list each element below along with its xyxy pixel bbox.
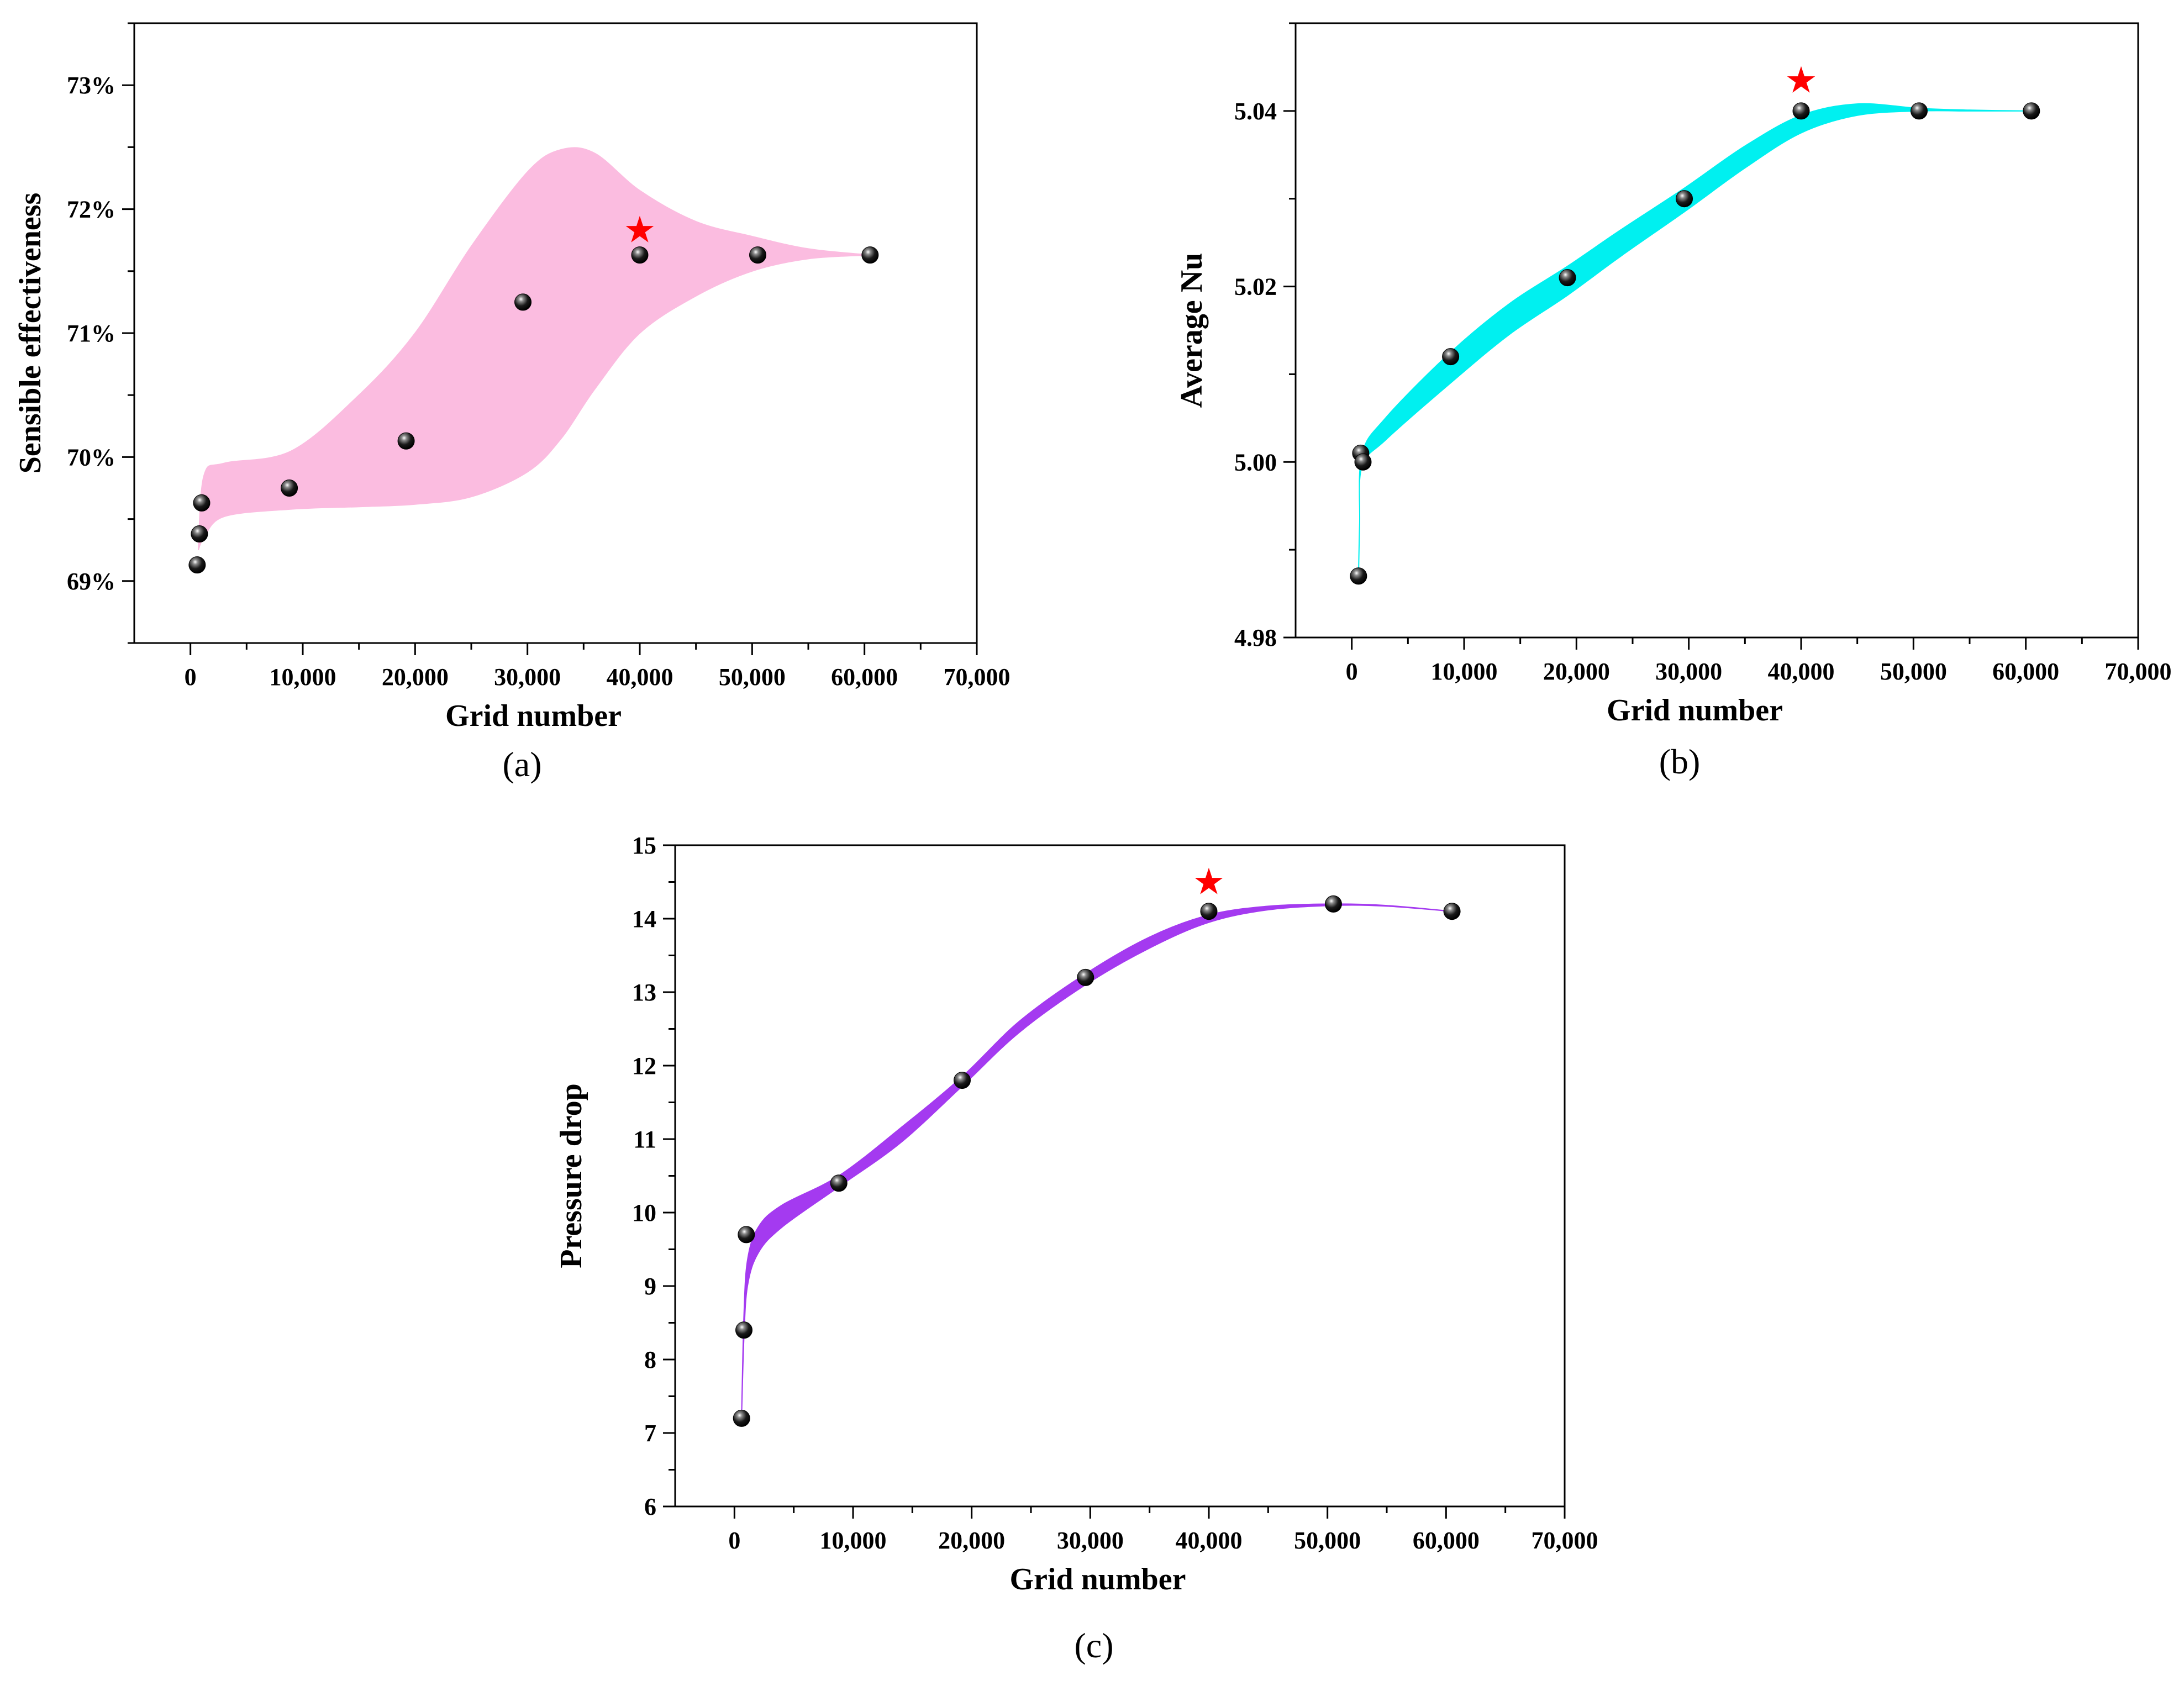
y-tick-label: 6 xyxy=(644,1493,656,1520)
x-tick-label: 70,000 xyxy=(944,663,1011,691)
data-point xyxy=(188,556,206,574)
confidence-band xyxy=(197,147,870,551)
plot-frame xyxy=(1294,22,2139,639)
y-tick-label: 8 xyxy=(644,1346,656,1373)
y-tick-label: 5.04 xyxy=(1234,98,1277,125)
y-tick-label: 12 xyxy=(632,1052,656,1079)
data-point xyxy=(397,432,415,450)
data-point xyxy=(953,1072,971,1089)
x-tick-label: 50,000 xyxy=(1880,658,1947,685)
x-tick-label: 50,000 xyxy=(719,663,786,691)
y-axis-title: Pressure drop xyxy=(554,1083,588,1268)
data-point xyxy=(1354,453,1372,471)
panel-label: (a) xyxy=(502,745,541,784)
x-tick-label: 60,000 xyxy=(1992,658,2059,685)
y-tick-label: 73% xyxy=(67,72,115,99)
data-point xyxy=(2023,102,2040,120)
data-point xyxy=(735,1321,753,1339)
data-point xyxy=(281,480,298,497)
x-tick-label: 60,000 xyxy=(831,663,898,691)
data-point xyxy=(514,293,532,311)
x-tick-label: 30,000 xyxy=(1655,658,1722,685)
optimal-star-marker: ★ xyxy=(623,209,656,251)
y-axis-title: Sensible effectiveness xyxy=(13,193,48,474)
y-tick-label: 72% xyxy=(67,196,115,223)
x-tick-label: 10,000 xyxy=(270,663,336,691)
x-tick-label: 40,000 xyxy=(607,663,673,691)
data-point xyxy=(1442,348,1460,366)
x-tick-label: 0 xyxy=(1346,658,1358,685)
y-tick-label: 15 xyxy=(632,832,656,859)
data-point xyxy=(631,246,649,264)
y-tick-label: 70% xyxy=(67,444,115,471)
data-point xyxy=(738,1226,755,1244)
x-tick-label: 70,000 xyxy=(2105,658,2172,685)
data-point xyxy=(1350,567,1367,585)
x-tick-label: 10,000 xyxy=(820,1527,887,1554)
y-tick-label: 11 xyxy=(633,1126,656,1153)
data-point xyxy=(861,246,879,264)
x-tick-label: 20,000 xyxy=(938,1527,1005,1554)
data-point xyxy=(749,246,766,264)
panel-label: (b) xyxy=(1659,742,1701,781)
data-point xyxy=(193,494,210,512)
chart-panel-c: 0 10,000 20,000 30,000 40,000 50,000 60,000 70,… xyxy=(554,832,1598,1665)
data-point xyxy=(191,525,208,543)
y-tick-label: 4.98 xyxy=(1234,624,1277,651)
y-tick-label: 69% xyxy=(67,568,115,595)
x-tick-label: 10,000 xyxy=(1431,658,1498,685)
data-point xyxy=(1559,269,1576,287)
x-axis-title: Grid number xyxy=(1010,1562,1186,1597)
y-tick-label: 71% xyxy=(67,320,115,347)
x-tick-label: 0 xyxy=(185,663,197,691)
x-tick-label: 30,000 xyxy=(1057,1527,1124,1554)
y-tick-label: 7 xyxy=(644,1420,656,1447)
panel-label: (c) xyxy=(1074,1626,1113,1665)
data-point xyxy=(1077,968,1094,986)
x-tick-label: 40,000 xyxy=(1768,658,1835,685)
data-point xyxy=(1324,895,1342,913)
y-axis-title: Average Nu xyxy=(1175,253,1209,408)
y-tick-label: 9 xyxy=(644,1273,656,1300)
x-tick-label: 70,000 xyxy=(1532,1527,1598,1554)
data-point xyxy=(1443,903,1461,920)
data-point xyxy=(1792,102,1810,120)
x-tick-label: 40,000 xyxy=(1176,1527,1243,1554)
data-point xyxy=(1911,102,1928,120)
x-tick-label: 60,000 xyxy=(1413,1527,1480,1554)
y-tick-label: 5.00 xyxy=(1234,449,1277,476)
confidence-band xyxy=(741,903,1453,1419)
x-axis-title: Grid number xyxy=(1607,693,1783,728)
x-tick-label: 50,000 xyxy=(1294,1527,1361,1554)
x-tick-label: 0 xyxy=(728,1527,740,1554)
x-tick-label: 30,000 xyxy=(494,663,561,691)
data-point xyxy=(1676,190,1693,208)
y-tick-label: 10 xyxy=(632,1199,656,1226)
confidence-band xyxy=(1357,103,2032,576)
y-tick-label: 14 xyxy=(632,905,656,932)
data-point xyxy=(733,1409,750,1427)
plot-frame xyxy=(674,844,1566,1508)
y-tick-label: 5.02 xyxy=(1234,273,1277,301)
y-tick-label: 13 xyxy=(632,979,656,1006)
x-axis-title: Grid number xyxy=(445,699,622,733)
optimal-star-marker: ★ xyxy=(1192,861,1225,903)
data-point xyxy=(1200,903,1218,920)
optimal-star-marker: ★ xyxy=(1785,59,1817,101)
chart-panel-b: 0 10,000 20,000 30,000 40,000 50,000 60,000 70,… xyxy=(1175,22,2172,781)
data-point xyxy=(830,1174,848,1192)
x-tick-label: 20,000 xyxy=(1543,658,1610,685)
x-tick-label: 20,000 xyxy=(382,663,449,691)
chart-panel-a: 0 10,000 20,000 30,000 40,000 50,000 60,000 70,… xyxy=(13,22,1011,784)
